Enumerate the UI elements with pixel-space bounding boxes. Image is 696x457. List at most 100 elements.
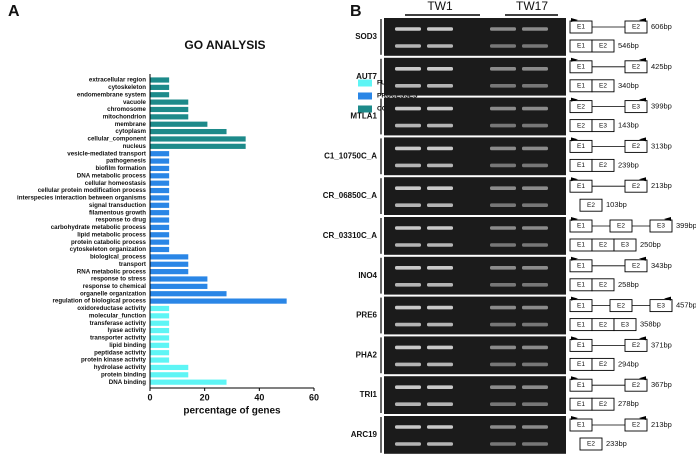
exon-label: E1 [577,64,585,71]
gel-band [395,146,421,151]
bar [150,217,170,223]
exon-label: E1 [577,162,585,169]
bar [150,202,170,208]
gel-image [384,177,566,215]
amplicon-size: 358bp [640,320,661,329]
y-tick-label: filamentous growth [89,209,146,216]
exon-label: E1 [577,321,585,328]
exon-label: E1 [577,143,585,150]
gel-band [395,345,421,350]
gel-band [490,203,516,207]
gel-band [490,163,516,168]
y-tick-label: nucleus [123,143,147,150]
primer-arrow [664,217,671,221]
x-tick-label: 40 [254,392,264,402]
amplicon-size: 103bp [606,200,627,209]
exon-label: E2 [599,162,607,169]
y-tick-label: cellular_component [88,136,146,143]
y-tick-label: lipid metabolic process [77,231,146,238]
gel-band [522,283,548,287]
exon-box [624,338,648,352]
exon-label: E1 [577,302,585,309]
gel-band [522,123,548,128]
gel-band [490,106,516,111]
exon-label: E2 [632,143,640,150]
gel-band [395,84,421,88]
bar [150,173,170,179]
gel-band [490,283,516,287]
gel-band [427,146,453,151]
gel-band [395,305,421,310]
gel-band [427,305,453,310]
exon-label: E3 [632,103,640,110]
exon-box [591,79,615,93]
gel-band [395,106,421,111]
bar [150,342,170,348]
exon-box [613,238,637,252]
primer-arrow [571,256,578,261]
y-tick-label: mitochondrion [103,113,147,120]
amplicon-size: 399bp [651,102,672,111]
gel-band [395,123,421,128]
gel-band [522,226,548,230]
gene-label: MTLA1 [350,112,377,121]
gel-band [427,123,453,128]
gel-band [490,305,516,310]
amplicon-size: 546bp [618,41,639,50]
gene-label: CR_06850C_A [323,191,377,200]
exon-label: E1 [577,361,585,368]
panel-label: A [8,3,20,20]
bar [150,210,170,216]
y-tick-label: transporter activity [90,335,147,342]
amplicon-size: 213bp [651,420,672,429]
exon-box [649,219,673,233]
gel-band [427,402,453,406]
y-tick-label: protein kinase activity [81,357,147,364]
gel-image [384,296,566,335]
exon-label: E2 [599,361,607,368]
gel-band [395,186,421,190]
amplicon-size: 606bp [651,22,672,31]
bar [150,372,189,378]
gene-label: ARC19 [351,430,378,439]
bar [150,379,227,385]
y-tick-label: DNA binding [109,379,146,386]
y-tick-label: oxidoreductase activity [77,305,146,312]
gel-band [490,322,516,327]
amplicon-size: 213bp [651,181,672,190]
y-tick-label: transport [119,261,146,268]
gel-band [522,243,548,247]
exon-box [591,158,615,172]
y-tick-label: organelle organization [80,290,146,297]
gel-band [427,362,453,367]
primer-arrow [571,217,578,221]
gel-band [395,402,421,406]
amplicon-size: 399bp [676,221,696,230]
y-tick-label: DNA metabolic process [77,172,147,179]
y-tick-label: response to chemical [83,283,147,290]
exon-box [624,179,648,193]
amplicon-size: 143bp [618,121,639,130]
gel-band [522,163,548,168]
gel-band [490,44,516,48]
gel-band [427,266,453,270]
y-tick-label: vesicle-mediated transport [67,150,146,157]
exon-label: E3 [599,122,607,129]
gene-label: AUT7 [356,72,377,81]
gel-band [522,425,548,429]
exon-label: E2 [599,401,607,408]
gene-label: TRI1 [360,390,378,399]
exon-label: E1 [577,183,585,190]
bar [150,158,170,164]
gel-band [490,266,516,270]
amplicon-size: 340bp [618,81,639,90]
exon-label: E2 [632,342,640,349]
exon-label: E1 [577,342,585,349]
exon-label: E2 [599,242,607,249]
exon-label: E2 [599,43,607,50]
gel-band [427,283,453,287]
y-tick-label: peptidase activity [94,349,146,356]
amplicon-size: 239bp [618,160,639,169]
gel-band [490,362,516,367]
